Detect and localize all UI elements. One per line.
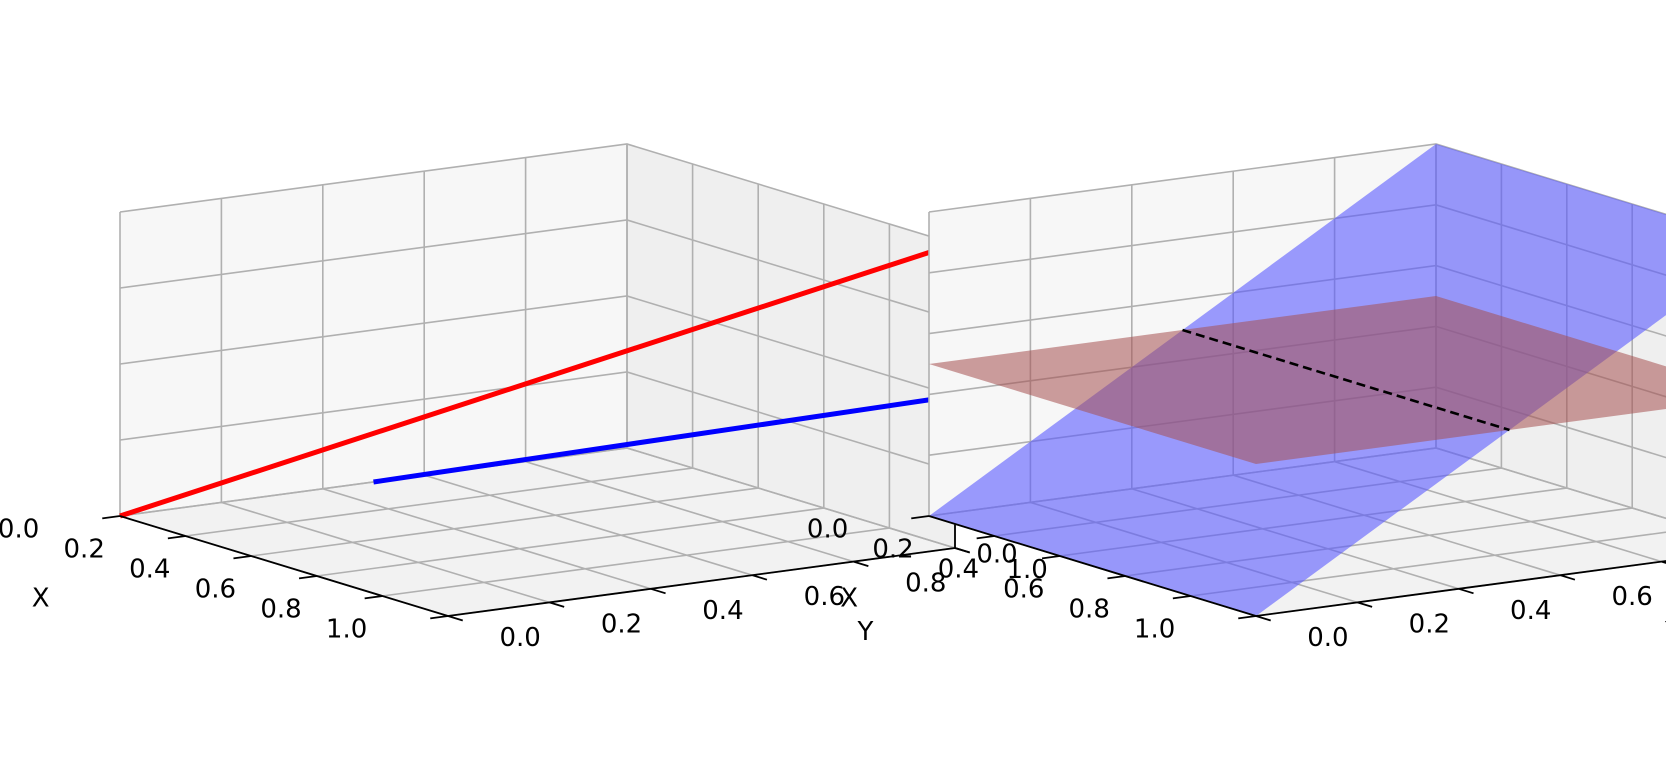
y-tick [1661,560,1666,564]
y-tick-label: 0.8 [905,569,946,599]
x-gridline [1190,531,1666,597]
z-gridline [119,143,956,245]
y-tick-label: 1.0 [1006,555,1047,585]
x-tick-label: 0.6 [1003,575,1044,605]
x-tick [364,595,383,600]
chart-2: 0.00.20.40.60.81.00.00.20.40.60.81.00.00… [807,143,1666,653]
series-line-1 [119,241,956,519]
x-tick-label: 0.4 [938,555,979,585]
z-gridline [119,371,956,473]
x-tick-label: 0.0 [807,515,848,545]
z-tick [954,547,971,554]
chart-1: 0.00.20.40.60.81.00.00.20.40.60.81.00.00… [0,143,1079,653]
y-axis-line [1255,560,1666,617]
z-gridline [119,447,956,549]
y-tick [1458,587,1474,595]
x-tick [976,535,995,540]
y-tick [1559,574,1576,581]
x-tick [298,575,317,580]
y-tick [751,574,768,581]
x-axis-label: X [32,584,50,614]
x-tick-label: 0.6 [195,575,236,605]
x-axis-label: X [840,584,858,614]
x-tick [1041,555,1060,560]
z-gridline [119,295,956,397]
x-tick-label: 1.0 [326,615,367,645]
y-tick-label: 0.2 [601,609,642,639]
x-tick [233,555,252,560]
x-tick-label: 0.2 [872,535,913,565]
x-axis-line [119,515,449,617]
x-tick [1172,595,1191,600]
x-tick [1107,575,1126,580]
y-tick [650,587,666,595]
z-gridline [119,219,956,321]
z-tick-label: 0.0 [976,540,1017,570]
y-tick [853,560,869,567]
y-tick [447,615,464,622]
y-axis-line [447,547,956,617]
y-tick-label: 0.2 [1409,609,1450,639]
x-tick [911,515,930,520]
y-tick-label: 0.6 [804,582,845,612]
x-tick-label: 0.0 [0,515,39,545]
y-tick [549,601,565,608]
x-tick [167,535,186,540]
y-tick-label: 0.0 [499,623,540,653]
y-axis-label: Y [1664,617,1666,647]
x-tick [430,615,449,620]
x-axis-line [928,515,1257,617]
x-tick-label: 1.0 [1134,615,1175,645]
x-tick [1238,615,1257,620]
x-tick-label: 0.8 [1069,595,1110,625]
y-tick-label: 0.4 [702,596,743,626]
y-tick-label: 0.0 [1307,623,1348,653]
y-tick-label: 0.4 [1510,596,1551,626]
y-tick-label: 0.6 [1611,582,1652,612]
x-tick-label: 0.8 [260,595,301,625]
y-tick [1255,615,1271,622]
x-tick-label: 0.4 [129,555,170,585]
x-tick [102,515,121,520]
intersection-line [1182,328,1510,432]
series-line-2 [373,393,956,485]
y-axis-label: Y [857,617,874,647]
y-tick [1357,601,1373,608]
x-tick-label: 0.2 [64,535,105,565]
